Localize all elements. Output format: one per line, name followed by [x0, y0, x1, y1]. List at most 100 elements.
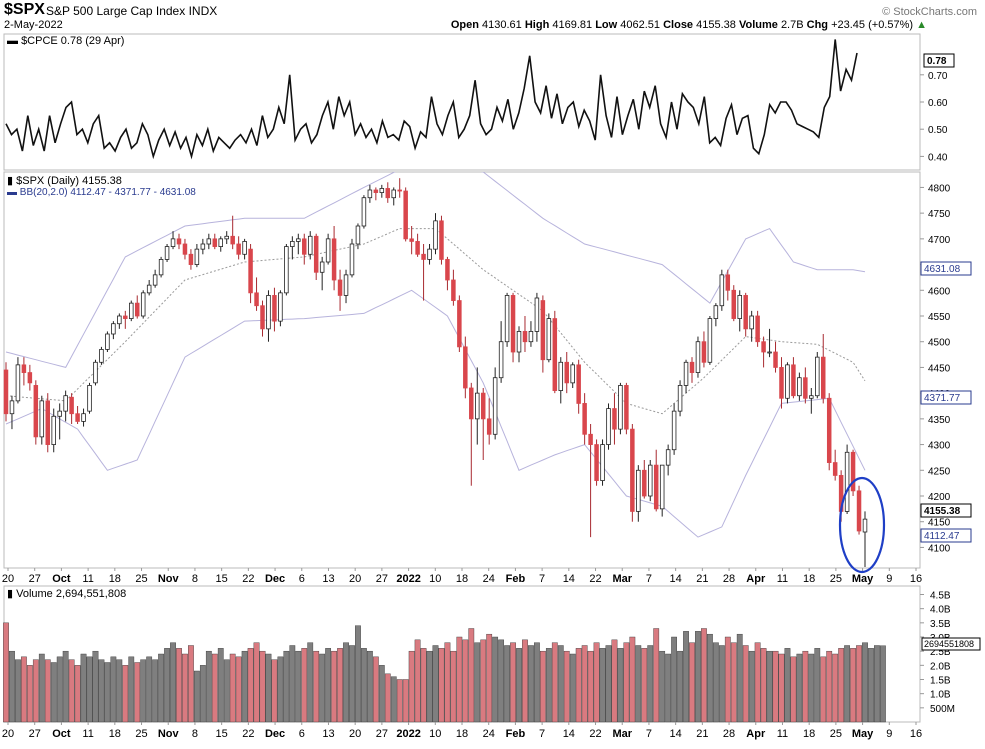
axes: 20 27 Oct 11 18 25 Nov 8 15 22 Dec 6 13 20 27 2022 10 18 2… [2, 568, 922, 740]
candle-body [761, 341, 766, 353]
volume-bar [134, 662, 141, 723]
candle-body [391, 189, 396, 199]
volume-bar [92, 650, 99, 723]
volume-bar [349, 645, 355, 723]
volume-bar [122, 665, 129, 723]
candle-body [743, 295, 748, 330]
cpce-last-tag: 0.78 [923, 53, 955, 68]
volume-bar [784, 648, 791, 723]
candle-body [188, 253, 194, 265]
x-tick-label: 22 [589, 728, 601, 740]
volume-bar [50, 662, 57, 723]
x-tick-label: Feb [506, 728, 526, 740]
volume-bar [510, 642, 516, 723]
candle-body [618, 385, 623, 430]
volume-bar [211, 653, 218, 723]
volume-bar [199, 665, 206, 723]
x-tick-label: 20 [2, 728, 14, 740]
volume-bar [599, 648, 606, 723]
price-tick-label: 4150 [928, 518, 951, 529]
candle-body [343, 274, 349, 296]
candle-body [176, 238, 182, 245]
volume-bar [116, 659, 123, 723]
brand-watermark[interactable]: © StockCharts.com [882, 6, 977, 18]
candle-body [457, 300, 462, 348]
candle-body [695, 341, 701, 373]
volume-bar [641, 648, 648, 723]
candle-body [361, 197, 367, 227]
x-tick-label: 9 [886, 573, 892, 585]
candle-body [522, 331, 528, 343]
volume-bar [880, 645, 886, 723]
candle-body [409, 238, 414, 242]
candle-body [558, 361, 564, 391]
x-tick-label: Mar [612, 573, 632, 585]
volume-bar [9, 650, 15, 723]
candle-body [737, 295, 742, 319]
candle-body [63, 395, 68, 412]
candle-body [594, 444, 599, 481]
candle-body [15, 364, 21, 402]
candle-body [325, 238, 331, 263]
candle-body [624, 385, 629, 430]
chart-header: $SPX S&P 500 Large Cap Index INDX 2-May-… [0, 0, 985, 34]
volume-bar [724, 636, 731, 723]
volume-bar [581, 645, 588, 723]
x-tick-label: 6 [299, 728, 305, 740]
volume-bar [766, 650, 773, 723]
candle-body [767, 351, 772, 354]
candle-body [797, 377, 802, 397]
volume-bar [384, 673, 391, 723]
volume-bar [593, 642, 600, 723]
chart-date: 2-May-2022 [4, 19, 63, 31]
price-tick-label: 4750 [928, 209, 951, 220]
candle-body [69, 396, 74, 415]
volume-bar [164, 648, 170, 723]
volume-bar [438, 648, 445, 723]
dash-icon: ▬ [7, 35, 21, 47]
symbol: $SPX [4, 1, 45, 18]
svg-text:4371.77: 4371.77 [924, 393, 961, 404]
volume-bar [331, 650, 337, 723]
volume-bar [838, 648, 845, 723]
candle-body [815, 356, 820, 397]
price-tick-label: 4550 [928, 312, 951, 323]
volume-bar [742, 645, 749, 723]
volume-bar [56, 656, 63, 723]
x-tick-label: 20 [349, 573, 361, 585]
volume-bar [718, 645, 725, 723]
volume-bar [313, 650, 320, 723]
volume-bar [492, 636, 499, 723]
candle-body [701, 341, 707, 363]
volume-bar [361, 648, 367, 723]
price-tick-label: 4450 [928, 363, 951, 374]
candle-body [373, 189, 379, 193]
candle-body [117, 315, 122, 325]
volume-bar [462, 639, 469, 723]
x-tick-label: 10 [429, 573, 441, 585]
x-tick-label: 25 [830, 573, 842, 585]
volume-bar [605, 645, 612, 723]
volume-bar [307, 642, 314, 723]
volume-bar [223, 659, 230, 723]
candle-body [826, 397, 832, 463]
candle-body [803, 377, 808, 399]
candle-body [105, 333, 110, 350]
candle-body [671, 410, 677, 451]
candle-body [290, 241, 295, 247]
volume-bar [611, 639, 618, 723]
candle-body [749, 315, 754, 330]
price-tick-label: 4600 [928, 286, 951, 297]
candle-body [307, 235, 313, 255]
volume-bar [617, 648, 624, 723]
x-tick-label: 28 [723, 728, 735, 740]
candle-body [242, 241, 247, 255]
volume-bar [301, 648, 308, 723]
candle-body [260, 305, 265, 330]
volume-bar [707, 633, 713, 723]
candle-body [349, 243, 355, 276]
x-tick-label: 11 [82, 728, 93, 740]
volume-bar [355, 625, 361, 723]
volume-bar [295, 650, 302, 723]
